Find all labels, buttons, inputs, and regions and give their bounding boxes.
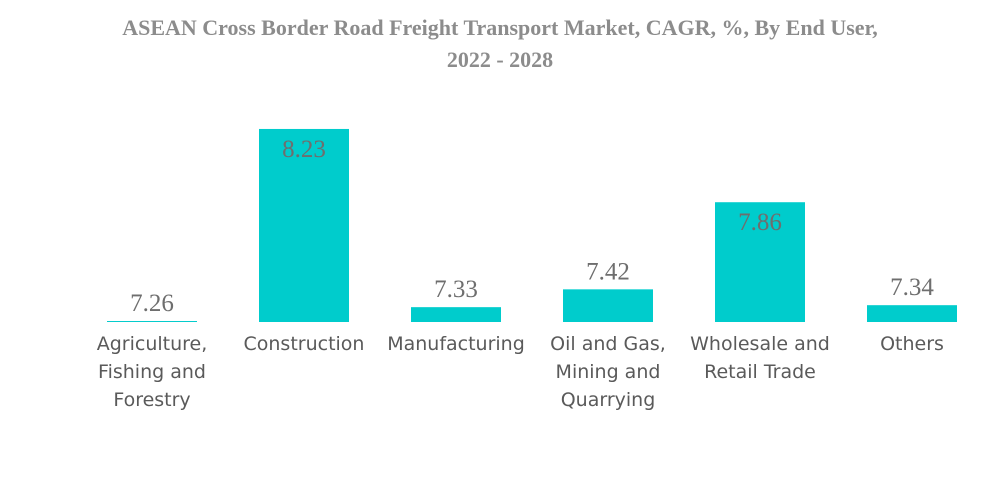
- data-label-3: 7.33: [434, 276, 478, 303]
- bar-4: [563, 289, 653, 322]
- category-label-line: Wholesale and: [690, 333, 830, 355]
- category-label-4: Oil and Gas, Mining and Quarrying: [533, 330, 683, 414]
- category-label-line: Agriculture,: [96, 333, 208, 355]
- bar-1: [107, 321, 197, 322]
- data-label-4: 7.42: [586, 258, 630, 285]
- bar-2: [259, 128, 349, 322]
- bar-3: [411, 307, 501, 322]
- category-label-line: Oil and Gas,: [550, 333, 666, 355]
- category-label-line: Mining and: [555, 361, 661, 383]
- category-label-line: Manufacturing: [387, 333, 525, 355]
- chart-subtitle-line: 2022 - 2028: [446, 47, 554, 72]
- bar-5: [715, 202, 805, 322]
- data-label-1: 7.26: [130, 290, 174, 317]
- category-label-line: Others: [880, 333, 944, 355]
- category-label-line: Fishing and: [98, 361, 206, 383]
- category-label-3: Manufacturing: [381, 330, 531, 358]
- category-label-2: Construction: [229, 330, 379, 358]
- category-label-line: Construction: [243, 333, 365, 355]
- data-label-2: 8.23: [282, 136, 326, 163]
- category-label-line: Forestry: [113, 389, 191, 411]
- data-label-5: 7.86: [738, 209, 782, 236]
- chart-title-line: ASEAN Cross Border Road Freight Transpor…: [122, 15, 878, 40]
- category-label-1: Agriculture, Fishing and Forestry: [77, 330, 227, 414]
- category-label-line: Quarrying: [560, 389, 656, 411]
- bar-6: [867, 305, 957, 322]
- category-label-6: Others: [837, 330, 987, 358]
- chart-title: ASEAN Cross Border Road Freight Transpor…: [0, 12, 1000, 76]
- category-label-5: Wholesale and Retail Trade: [685, 330, 835, 386]
- category-label-line: Retail Trade: [704, 361, 816, 383]
- data-label-6: 7.34: [890, 274, 934, 301]
